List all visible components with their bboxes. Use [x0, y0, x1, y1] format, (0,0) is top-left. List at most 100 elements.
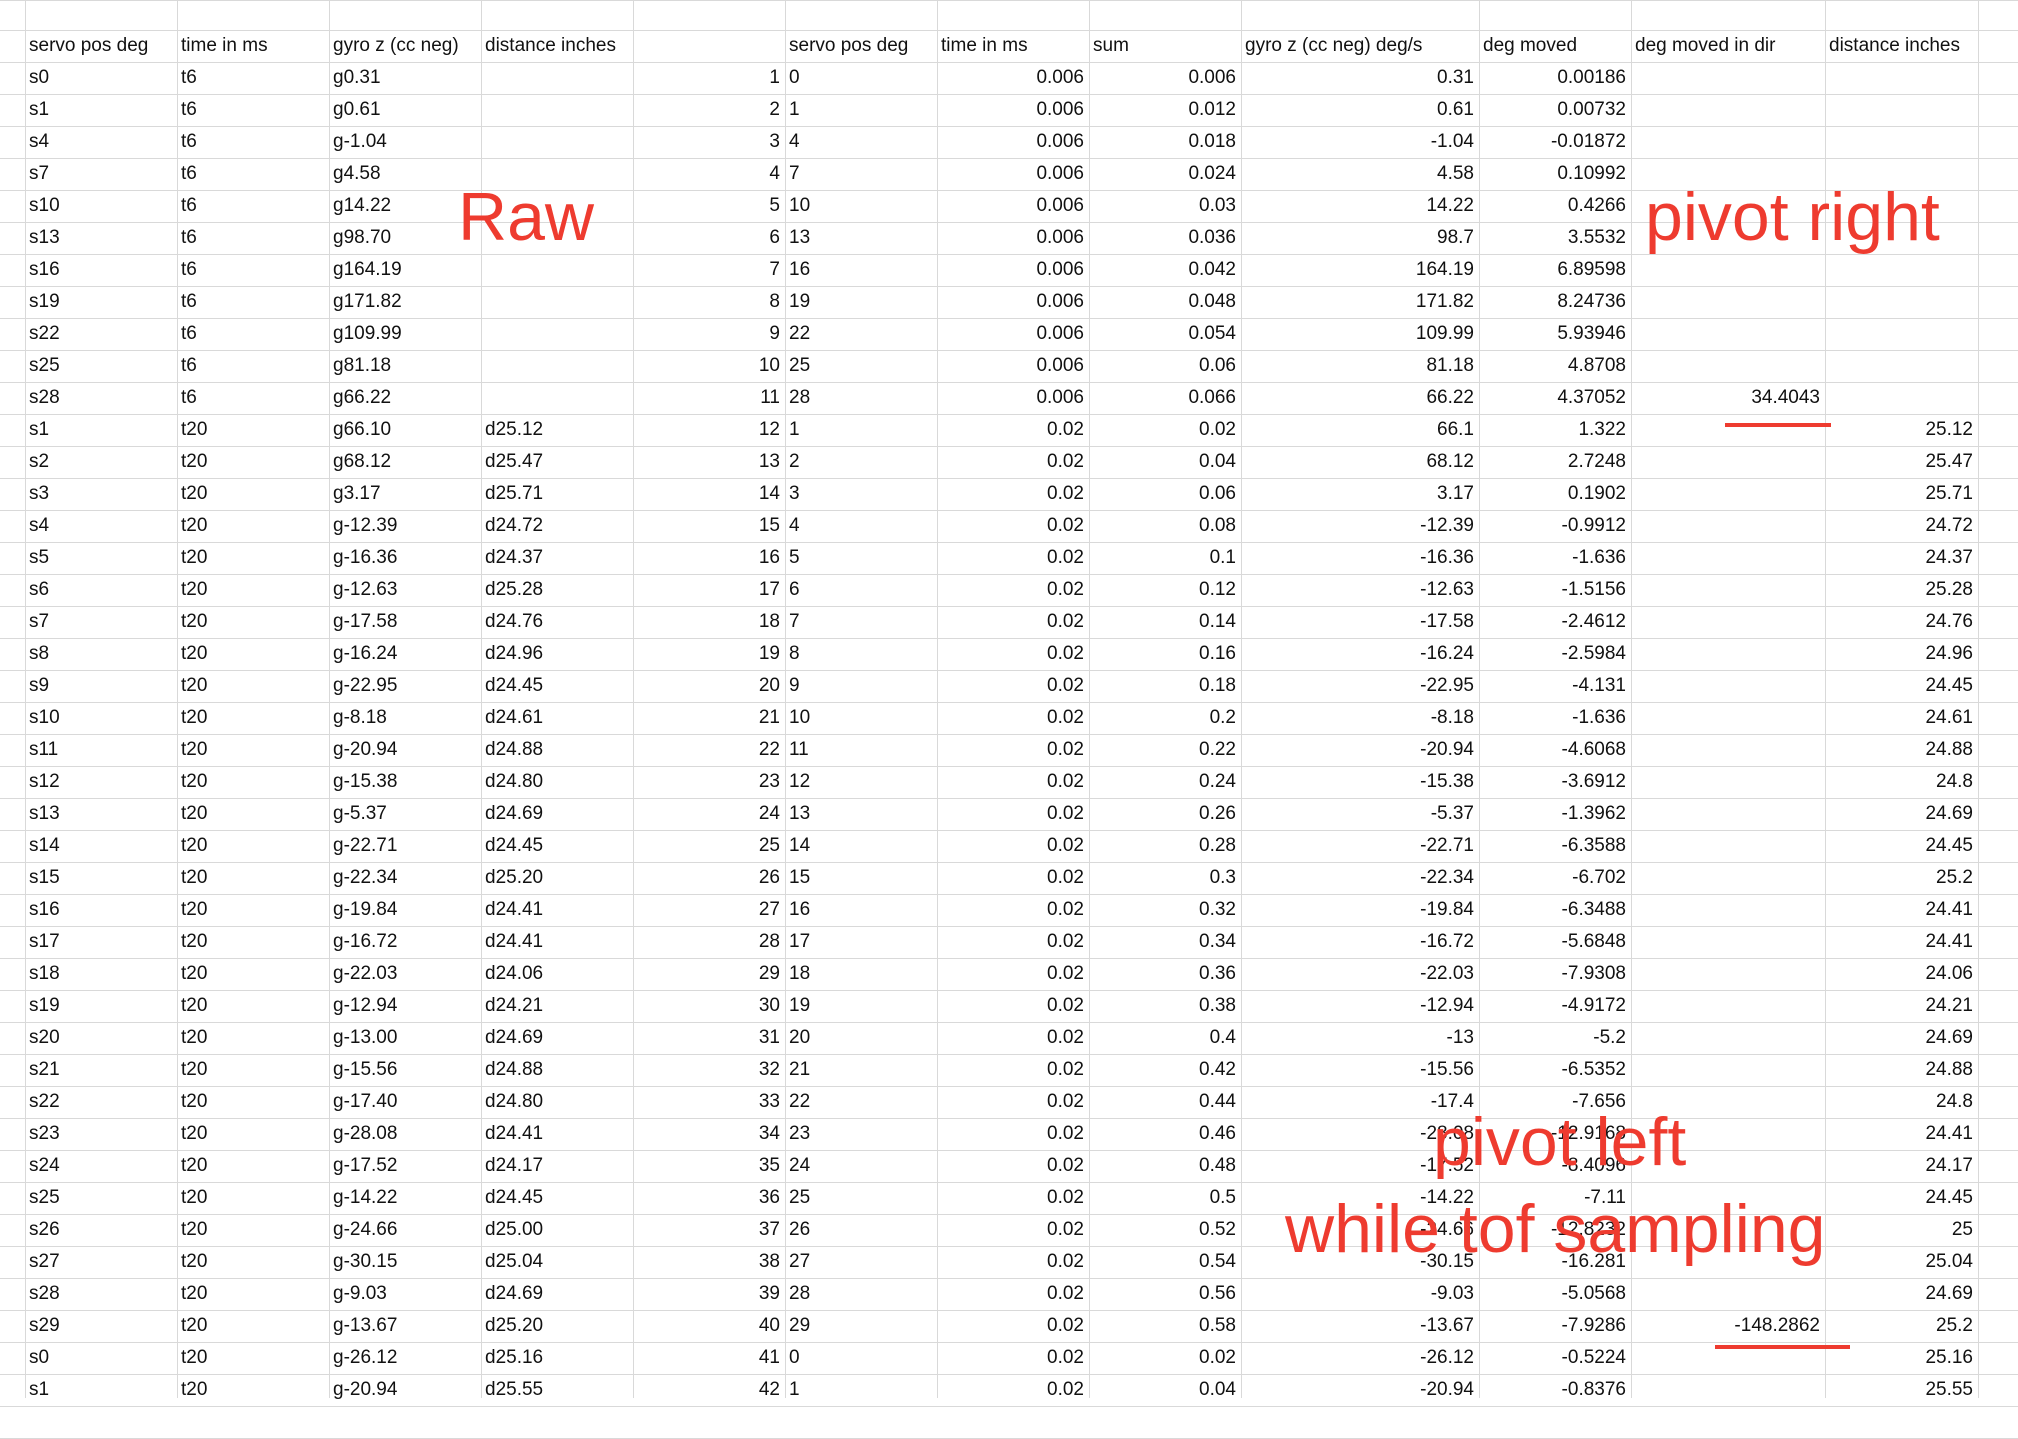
table-cell[interactable]: s1: [29, 419, 50, 440]
table-cell[interactable]: 0.31: [1437, 67, 1474, 88]
table-cell[interactable]: [1631, 286, 1825, 318]
table-cell[interactable]: -3.6912: [1561, 771, 1626, 792]
table-cell[interactable]: s12: [29, 771, 60, 792]
table-cell[interactable]: [1631, 766, 1825, 798]
table-cell[interactable]: t20: [181, 1155, 208, 1176]
table-cell[interactable]: 21: [789, 1059, 811, 1080]
table-cell[interactable]: -6.3488: [1561, 899, 1626, 920]
table-cell[interactable]: 6: [769, 227, 780, 248]
table-cell[interactable]: 26: [789, 1219, 811, 1240]
table-cell[interactable]: t6: [181, 259, 197, 280]
table-cell[interactable]: 0.02: [1199, 1347, 1236, 1368]
table-cell[interactable]: -30.15: [1420, 1251, 1474, 1272]
table-cell[interactable]: 25: [758, 835, 780, 856]
table-cell[interactable]: t20: [181, 483, 208, 504]
table-cell[interactable]: 27: [789, 1251, 811, 1272]
table-cell[interactable]: 0.02: [1047, 1059, 1084, 1080]
table-cell[interactable]: g109.99: [333, 323, 402, 344]
column-header[interactable]: time in ms: [941, 35, 1028, 56]
table-cell[interactable]: [481, 94, 633, 126]
table-cell[interactable]: 0.02: [1047, 643, 1084, 664]
table-cell[interactable]: 1: [789, 419, 800, 440]
table-cell[interactable]: s16: [29, 259, 60, 280]
table-cell[interactable]: 0.036: [1188, 227, 1236, 248]
table-cell[interactable]: 38: [758, 1251, 780, 1272]
table-cell[interactable]: 3.17: [1437, 483, 1474, 504]
table-cell[interactable]: 0.24: [1199, 771, 1236, 792]
column-header[interactable]: time in ms: [181, 35, 268, 56]
table-cell[interactable]: 22: [758, 739, 780, 760]
table-cell[interactable]: 29: [758, 963, 780, 984]
table-cell[interactable]: [1825, 318, 1978, 350]
table-cell[interactable]: 24.45: [1925, 1187, 1973, 1208]
table-cell[interactable]: 0.48: [1199, 1155, 1236, 1176]
table-cell[interactable]: -7.11: [1584, 1187, 1626, 1208]
table-cell[interactable]: s4: [29, 131, 50, 152]
table-cell[interactable]: 0.006: [1036, 131, 1084, 152]
table-cell[interactable]: 25: [789, 355, 811, 376]
table-cell[interactable]: 0.018: [1188, 131, 1236, 152]
table-cell[interactable]: 2: [789, 451, 800, 472]
table-cell[interactable]: -15.56: [1420, 1059, 1474, 1080]
table-cell[interactable]: 0.02: [1047, 771, 1084, 792]
table-cell[interactable]: [1631, 670, 1825, 702]
table-cell[interactable]: t6: [181, 323, 197, 344]
table-cell[interactable]: 39: [758, 1283, 780, 1304]
table-cell[interactable]: 13: [789, 227, 811, 248]
table-cell[interactable]: t20: [181, 1187, 208, 1208]
table-cell[interactable]: -16.72: [1420, 931, 1474, 952]
table-cell[interactable]: g-20.94: [333, 1379, 398, 1400]
table-cell[interactable]: s24: [29, 1155, 60, 1176]
table-cell[interactable]: 16: [789, 259, 811, 280]
table-cell[interactable]: 0.054: [1188, 323, 1236, 344]
table-cell[interactable]: 25.47: [1925, 451, 1973, 472]
table-cell[interactable]: 0.1: [1209, 547, 1236, 568]
table-cell[interactable]: 0.02: [1047, 1219, 1084, 1240]
table-cell[interactable]: 66.22: [1426, 387, 1474, 408]
table-cell[interactable]: d24.41: [485, 931, 544, 952]
table-cell[interactable]: [1631, 734, 1825, 766]
table-cell[interactable]: g-17.40: [333, 1091, 398, 1112]
table-cell[interactable]: s29: [29, 1315, 60, 1336]
table-cell[interactable]: t6: [181, 163, 197, 184]
table-cell[interactable]: 42: [758, 1379, 780, 1400]
table-cell[interactable]: t20: [181, 739, 208, 760]
table-cell[interactable]: [1825, 94, 1978, 126]
table-cell[interactable]: -22.95: [1420, 675, 1474, 696]
table-cell[interactable]: 0.02: [1047, 1027, 1084, 1048]
table-cell[interactable]: 34: [758, 1123, 780, 1144]
table-cell[interactable]: 12: [758, 419, 780, 440]
table-cell[interactable]: 0.54: [1199, 1251, 1236, 1272]
table-cell[interactable]: [481, 382, 633, 414]
table-cell[interactable]: d25.71: [485, 483, 544, 504]
table-cell[interactable]: 9: [769, 323, 780, 344]
table-cell[interactable]: -0.5224: [1561, 1347, 1626, 1368]
table-cell[interactable]: t20: [181, 1315, 208, 1336]
table-cell[interactable]: 4.37052: [1557, 387, 1626, 408]
table-cell[interactable]: d24.21: [485, 995, 544, 1016]
table-cell[interactable]: 0.04: [1199, 451, 1236, 472]
table-cell[interactable]: s25: [29, 355, 60, 376]
table-cell[interactable]: d24.45: [485, 1187, 544, 1208]
table-cell[interactable]: t20: [181, 579, 208, 600]
table-cell[interactable]: -17.4: [1430, 1091, 1474, 1112]
table-cell[interactable]: s25: [29, 1187, 60, 1208]
table-cell[interactable]: 0.36: [1199, 963, 1236, 984]
table-cell[interactable]: 0.04: [1199, 1379, 1236, 1400]
table-cell[interactable]: t20: [181, 835, 208, 856]
table-cell[interactable]: 0.02: [1047, 931, 1084, 952]
table-cell[interactable]: 0.06: [1199, 355, 1236, 376]
table-cell[interactable]: 32: [758, 1059, 780, 1080]
table-cell[interactable]: s22: [29, 323, 60, 344]
table-cell[interactable]: s0: [29, 67, 50, 88]
table-cell[interactable]: [1631, 862, 1825, 894]
table-cell[interactable]: g3.17: [333, 483, 381, 504]
table-cell[interactable]: g-24.66: [333, 1219, 398, 1240]
table-cell[interactable]: -1.3962: [1561, 803, 1626, 824]
table-cell[interactable]: 0.02: [1047, 451, 1084, 472]
table-cell[interactable]: s1: [29, 99, 50, 120]
table-cell[interactable]: -1.636: [1572, 707, 1626, 728]
table-cell[interactable]: 25.71: [1925, 483, 1973, 504]
table-cell[interactable]: 0.32: [1199, 899, 1236, 920]
column-header[interactable]: deg moved in dir: [1635, 35, 1776, 56]
